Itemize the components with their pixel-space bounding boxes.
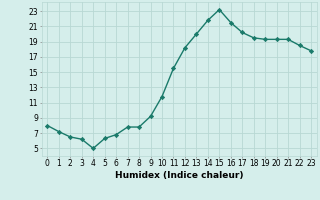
- X-axis label: Humidex (Indice chaleur): Humidex (Indice chaleur): [115, 171, 244, 180]
